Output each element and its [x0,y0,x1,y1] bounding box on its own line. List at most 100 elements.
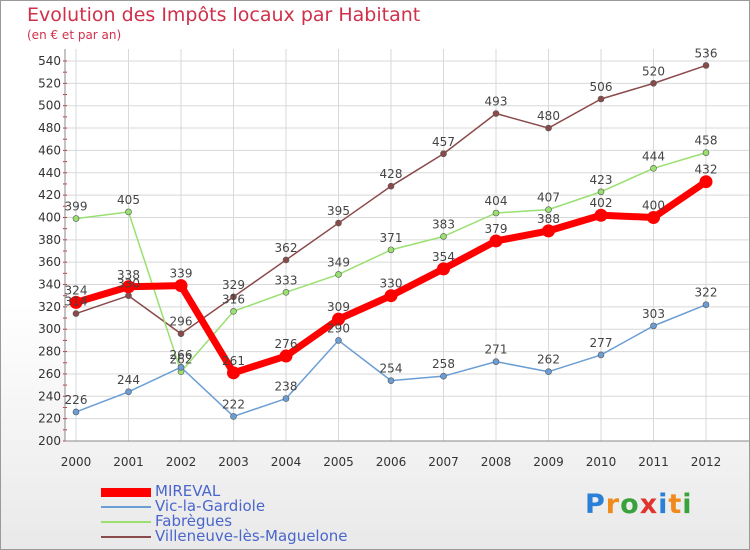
y-tick-label: 460 [38,143,61,157]
data-label: 444 [642,149,665,163]
data-point [122,280,135,294]
logo-letter: o [620,489,640,520]
data-point [387,377,395,384]
data-label: 244 [117,373,140,387]
data-label: 254 [380,362,403,376]
data-label: 316 [222,292,245,306]
data-point [545,206,552,213]
data-point [177,330,185,338]
y-tick-label: 300 [38,322,61,336]
y-tick-label: 520 [38,76,61,90]
legend-item: Fabrègues [101,512,401,530]
logo-letter: P [585,489,606,520]
y-tick-label: 420 [38,188,61,202]
legend-swatch [101,521,151,523]
data-label: 493 [485,95,508,109]
chart-legend: MIREVAL Vic-la-Gardiole Fabrègues Villeneuv… [101,482,401,545]
data-point [174,279,188,293]
y-tick-label: 200 [38,434,61,448]
legend-item: Villeneuve-lès-Maguelone [101,527,401,545]
chart-title: Evolution des Impôts locaux par Habitant [27,4,421,26]
data-label: 399 [65,200,88,214]
data-point [387,246,395,254]
data-point [332,312,345,326]
x-tick-label: 2003 [218,455,249,469]
y-tick-label: 380 [38,233,61,247]
data-point [72,408,80,416]
data-label: 457 [432,135,455,149]
data-point [230,293,237,301]
data-label: 303 [642,307,665,321]
data-point [282,395,290,402]
legend-label: Vic-la-Gardiole [155,497,266,515]
data-label: 402 [590,196,613,210]
data-point [702,301,710,308]
data-point [69,295,83,309]
data-label: 330 [380,277,403,291]
data-label: 222 [222,397,245,411]
data-label: 266 [170,348,193,362]
data-label: 333 [275,273,298,287]
data-label: 290 [327,321,350,335]
data-point [542,224,555,238]
data-point [282,289,290,296]
data-point [597,95,605,103]
data-point [227,366,240,380]
data-point [279,349,293,363]
logo-letter: i [658,489,669,520]
data-point [597,188,605,196]
data-point [335,271,342,278]
data-label: 428 [380,167,403,181]
data-label: 271 [485,343,508,357]
data-label: 354 [432,250,455,264]
data-point [282,256,290,264]
data-point [545,124,552,132]
data-point [125,292,132,300]
data-label: 238 [275,380,298,394]
y-tick-label: 280 [38,345,61,359]
legend-label: Villeneuve-lès-Maguelone [155,527,348,545]
y-tick-label: 480 [38,121,61,135]
x-tick-label: 2000 [61,455,92,469]
y-tick-label: 440 [38,166,61,180]
legend-item: MIREVAL [101,482,401,500]
logo-letter: i [682,489,693,520]
x-tick-label: 2004 [271,455,302,469]
y-tick-label: 260 [38,367,61,381]
y-tick-label: 540 [38,54,61,68]
data-point [335,219,342,227]
x-tick-label: 2005 [323,455,354,469]
data-point [702,149,710,156]
data-label: 480 [537,109,560,123]
data-point [440,150,447,158]
legend-swatch [101,488,151,497]
data-point [650,164,657,172]
data-label: 258 [432,357,455,371]
data-point [230,308,237,315]
data-point [125,388,132,396]
data-point [72,215,80,222]
data-point [440,233,447,240]
logo-letter: t [668,489,683,520]
data-label: 405 [117,193,140,207]
data-label: 262 [170,353,193,367]
y-tick-label: 360 [38,255,61,269]
y-tick-label: 500 [38,99,61,113]
data-point [335,337,342,344]
proxiti-logo: Proxiti [585,489,693,520]
data-label: 330 [117,277,140,291]
x-tick-label: 2009 [533,455,564,469]
y-tick-label: 240 [38,389,61,403]
x-tick-label: 2007 [428,455,459,469]
x-tick-label: 2002 [166,455,197,469]
legend-item: Vic-la-Gardiole [101,497,401,515]
data-label: 226 [65,393,88,407]
logo-letter: x [639,489,659,520]
data-label: 536 [695,46,718,60]
data-label: 395 [327,204,350,218]
data-point [647,210,660,224]
data-point [702,62,710,69]
logo-letter: r [605,489,621,520]
